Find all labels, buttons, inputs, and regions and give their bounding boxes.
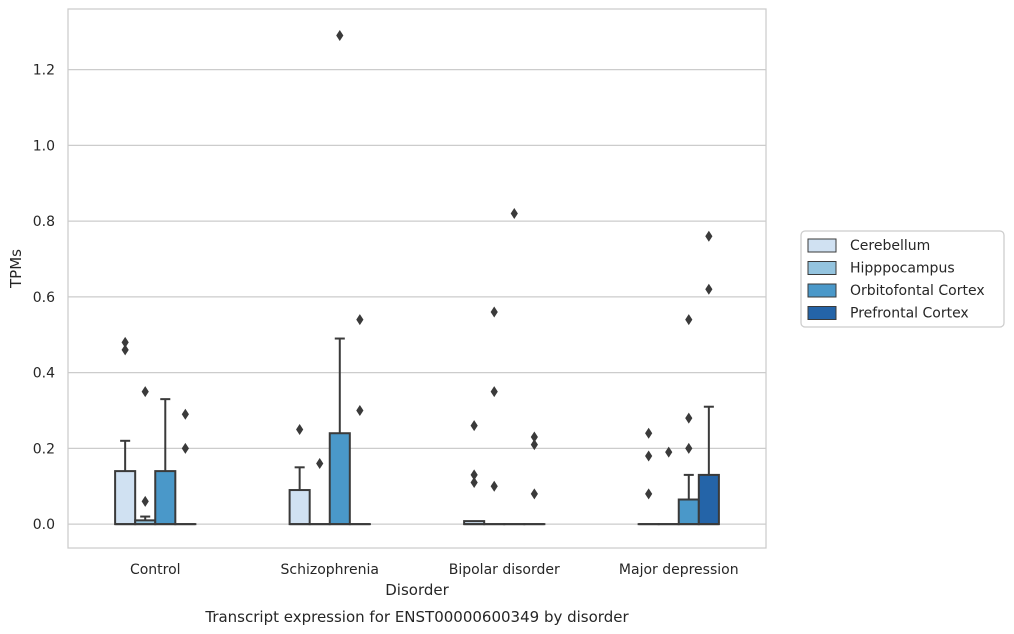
box-cerebellum [463, 420, 486, 526]
outlier-point [141, 495, 149, 507]
outlier-point [645, 427, 653, 439]
legend-swatch [807, 283, 837, 298]
box-body [697, 473, 720, 526]
outlier-point [705, 230, 713, 242]
outlier-point [490, 480, 498, 492]
outlier-point [510, 208, 518, 220]
box-body [288, 489, 311, 526]
outlier-point [470, 469, 478, 481]
y-tick-label: 0.0 [33, 517, 55, 533]
box-prefrontal-cortex [523, 431, 546, 526]
box-orbitofontal-cortex [503, 208, 526, 526]
legend: Cerebellum Hipppocampus Orbitofontal Corte… [800, 230, 1005, 328]
legend-entry-label: Hipppocampus [850, 261, 955, 277]
outlier-point [121, 344, 129, 356]
box-body [114, 470, 137, 526]
y-tick-label: 0.4 [33, 366, 55, 382]
outlier-point [490, 306, 498, 318]
outlier-point [296, 423, 304, 435]
outlier-point [470, 476, 478, 488]
box-orbitofontal-cortex [328, 30, 351, 526]
outlier-point [665, 446, 673, 458]
outlier-point [530, 431, 538, 443]
y-tick-label: 0.8 [33, 214, 55, 230]
outlier-point [685, 314, 693, 326]
y-tick-label: 0.6 [33, 290, 55, 306]
x-tick-labels: Control Schizophrenia Bipolar disorder Majo… [130, 562, 739, 578]
y-tick-label: 0.2 [33, 441, 55, 457]
grid-lines [68, 68, 766, 525]
box-prefrontal-cortex [697, 230, 720, 526]
x-tick-label: Major depression [619, 562, 739, 578]
outlier-point [645, 450, 653, 462]
box-prefrontal-cortex [174, 408, 197, 526]
chart-caption: Transcript expression for ENST0000060034… [204, 608, 629, 626]
outlier-point [705, 283, 713, 295]
y-tick-label: 1.2 [33, 63, 55, 79]
outlier-point [181, 408, 189, 420]
y-tick-label: 1.0 [33, 138, 55, 154]
box-orbitofontal-cortex [677, 314, 700, 526]
box-body [677, 498, 700, 526]
y-axis-label: TPMs [7, 249, 25, 289]
outlier-point [530, 439, 538, 451]
box-prefrontal-cortex [348, 314, 371, 526]
box-hipppocampus [657, 446, 680, 526]
outlier-point [121, 336, 129, 348]
outlier-point [336, 30, 344, 42]
outlier-point [181, 442, 189, 454]
outlier-point [356, 314, 364, 326]
box-cerebellum [114, 336, 137, 526]
outlier-point [141, 386, 149, 398]
outlier-point [356, 405, 364, 417]
outlier-point [530, 488, 538, 500]
legend-entry-label: Cerebellum [850, 238, 930, 254]
outlier-point [685, 412, 693, 424]
legend-swatch [807, 238, 837, 253]
x-tick-label: Schizophrenia [281, 562, 379, 578]
box-hipppocampus [483, 306, 506, 526]
x-tick-label: Bipolar disorder [449, 562, 560, 578]
box-body [154, 470, 177, 526]
box-cerebellum [637, 427, 660, 526]
legend-entry-label: Orbitofontal Cortex [850, 283, 985, 299]
box-body [328, 432, 351, 526]
legend-swatch [807, 261, 837, 275]
box-cerebellum [288, 423, 311, 526]
outlier-point [685, 442, 693, 454]
x-tick-label: Control [130, 562, 181, 578]
outlier-point [645, 488, 653, 500]
x-axis-label: Disorder [385, 581, 449, 599]
outlier-point [316, 458, 324, 470]
plot-area-frame [67, 8, 767, 549]
box-orbitofontal-cortex [154, 398, 177, 526]
outlier-point [470, 420, 478, 432]
box-marks [114, 30, 720, 526]
box-hipppocampus [308, 458, 331, 526]
legend-entry-label: Prefrontal Cortex [850, 306, 969, 322]
y-tick-labels: 0.0 0.2 0.4 0.6 0.8 1.0 1.2 [33, 63, 55, 534]
box-hipppocampus [134, 386, 157, 526]
legend-swatch [807, 306, 837, 320]
outlier-point [490, 386, 498, 398]
legend-frame [800, 230, 1005, 328]
